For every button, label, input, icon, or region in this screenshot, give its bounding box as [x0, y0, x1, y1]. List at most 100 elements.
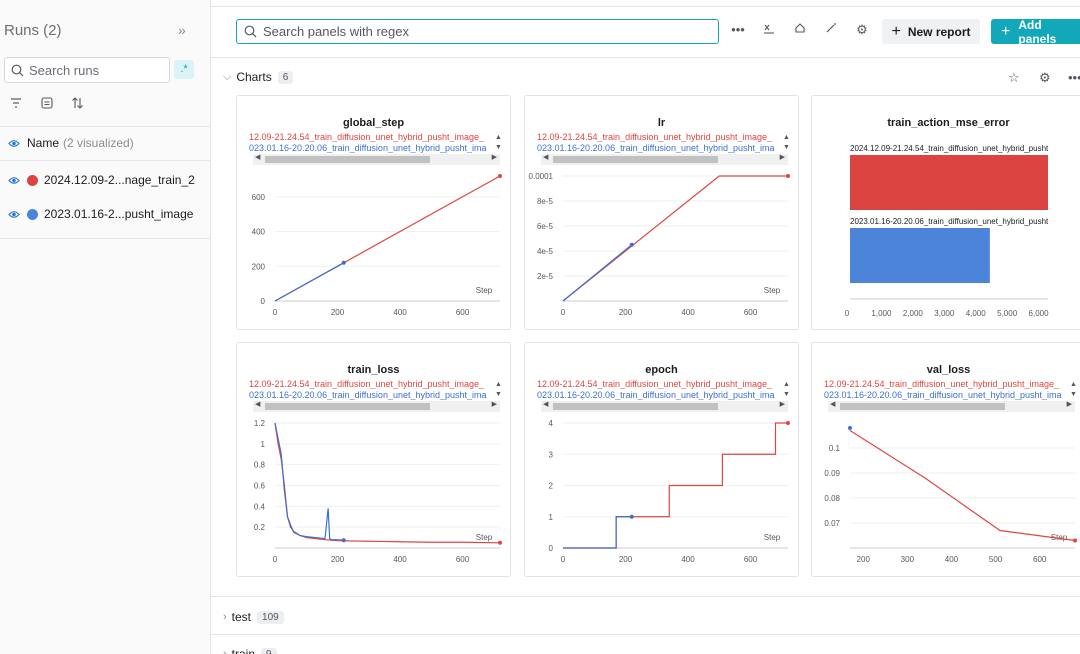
add-panels-button[interactable]: + Add panels: [991, 17, 1080, 46]
x-axis-label: Step: [1051, 533, 1068, 542]
x-tick-label: 0: [561, 555, 566, 564]
x-tick-label: 600: [744, 555, 758, 564]
chart-panel-train-action-mse-error[interactable]: train_action_mse_error 2024.12.09-21.24.5…: [811, 95, 1080, 330]
legend-scrollbar[interactable]: ◀ ▶: [253, 154, 500, 165]
legend-scroll-arrows-icon[interactable]: ▲ ▼: [495, 134, 502, 151]
chart-plot: 2e-5 4e-5 6e-5 8e-5 0.0001 0 200 400 600 Step: [529, 172, 790, 317]
run-color-dot[interactable]: [27, 208, 38, 220]
chevron-right-icon: ›: [223, 611, 227, 623]
y-tick-label: 400: [252, 228, 266, 237]
run-row[interactable]: 2024.12.09-2...nage_train_2: [8, 173, 195, 187]
x-axis-label: Step: [764, 533, 781, 542]
series-end-point[interactable]: [629, 514, 634, 519]
name-column-header[interactable]: Name (2 visualized): [8, 136, 134, 150]
search-icon: [11, 64, 24, 76]
eye-icon[interactable]: [8, 176, 20, 185]
chart-title: val_loss: [926, 364, 971, 376]
y-tick-label: 1.2: [254, 419, 266, 428]
series-line[interactable]: [563, 516, 632, 549]
series-line[interactable]: [562, 175, 788, 302]
chart-panel-epoch[interactable]: epoch 12.09-21.24.54_train_diffusion_unet…: [524, 342, 799, 577]
run-name[interactable]: 2024.12.09-2...nage_train_2: [44, 173, 195, 187]
section-header-train[interactable]: › train 9: [223, 647, 277, 654]
series-line[interactable]: [274, 262, 345, 302]
run-name[interactable]: 2023.01.16-2...pusht_image: [44, 207, 194, 221]
section-name: train: [231, 647, 256, 654]
series-end-point[interactable]: [848, 426, 852, 430]
pin-icon[interactable]: ☆: [1008, 70, 1020, 85]
y-tick-label: 0.2: [254, 523, 266, 532]
series-end-point[interactable]: [786, 174, 790, 178]
chart-plot: 0 1 2 3 4 0 200 400 600 Step: [549, 419, 790, 564]
legend-scroll-arrows-icon[interactable]: ▲ ▼: [783, 134, 790, 151]
series-end-point[interactable]: [498, 174, 502, 178]
bar[interactable]: [850, 228, 990, 283]
chart-panel-lr[interactable]: lr 12.09-21.24.54_train_diffusion_unet_hy…: [524, 95, 799, 330]
y-tick-label: 0: [261, 297, 266, 306]
search-runs-input[interactable]: Search runs: [4, 57, 170, 83]
series-line[interactable]: [274, 422, 501, 544]
bar[interactable]: [850, 155, 1048, 210]
x-tick-label: 200: [331, 555, 345, 564]
regex-toggle-button[interactable]: .*: [174, 60, 194, 79]
sidebar-divider: [0, 238, 211, 239]
filter-button[interactable]: [4, 92, 28, 114]
legend-scrollbar[interactable]: ◀ ▶: [541, 154, 788, 165]
legend-scroll-arrows-icon[interactable]: ▲ ▼: [783, 381, 790, 398]
bar-category-label: 2024.12.09-21.24.54_train_diffusion_unet…: [850, 144, 1049, 153]
new-report-button[interactable]: + New report: [882, 19, 980, 44]
x-tick-label: 0: [273, 308, 278, 317]
run-color-dot[interactable]: [27, 174, 38, 186]
series-line[interactable]: [562, 244, 633, 302]
section-header-charts[interactable]: ⌵ Charts 6: [223, 70, 294, 84]
group-button[interactable]: [35, 92, 59, 114]
y-tick-label: 0.6: [254, 482, 266, 491]
run-row[interactable]: 2023.01.16-2...pusht_image: [8, 207, 193, 221]
section-header-test[interactable]: › test 109: [223, 610, 284, 624]
undo-icon[interactable]: [790, 22, 810, 37]
series-end-point[interactable]: [341, 538, 346, 543]
collapse-sidebar-icon[interactable]: »: [178, 22, 186, 38]
chart-panel-train-loss[interactable]: train_loss 12.09-21.24.54_train_diffusion…: [236, 342, 511, 577]
chevron-right-icon: ›: [223, 648, 227, 654]
series-line[interactable]: [849, 429, 1076, 542]
runs-sidebar: Runs (2) » Search runs .* Name (2 visual…: [0, 0, 211, 654]
legend-entry: 023.01.16-20.20.06_train_diffusion_unet_…: [537, 143, 775, 153]
search-panels-input[interactable]: Search panels with regex: [236, 19, 719, 44]
settings-gear-icon[interactable]: ⚙: [856, 22, 868, 37]
sort-button[interactable]: [65, 92, 89, 114]
more-options-icon[interactable]: •••: [731, 22, 745, 37]
section-count-badge: 6: [277, 70, 294, 84]
section-more-icon[interactable]: •••: [1068, 70, 1080, 85]
series-end-point[interactable]: [341, 260, 346, 265]
chart-panel-val-loss[interactable]: val_loss 12.09-21.24.54_train_diffusion_u…: [811, 342, 1080, 577]
series-end-point[interactable]: [786, 421, 790, 425]
legend-scrollbar[interactable]: ◀ ▶: [253, 401, 500, 412]
legend-entry: 12.09-21.24.54_train_diffusion_unet_hybr…: [249, 379, 485, 389]
x-tick-label: 3,000: [934, 309, 955, 318]
x-tick-label: 5,000: [997, 309, 1018, 318]
legend-scrollbar[interactable]: ◀ ▶: [541, 401, 788, 412]
series-line[interactable]: [274, 422, 344, 541]
magic-wand-icon[interactable]: [821, 22, 841, 37]
eye-icon[interactable]: [8, 210, 20, 219]
add-panels-label: Add panels: [1018, 17, 1057, 46]
series-end-point[interactable]: [1073, 538, 1077, 543]
smoothing-icon[interactable]: [759, 22, 779, 37]
legend-scrollbar[interactable]: ◀ ▶: [828, 401, 1075, 412]
eye-icon[interactable]: [8, 139, 20, 148]
x-tick-label: 0: [273, 555, 278, 564]
x-axis-label: Step: [476, 533, 493, 542]
legend-scroll-arrows-icon[interactable]: ▲ ▼: [495, 381, 502, 398]
y-tick-label: 0.8: [254, 461, 266, 470]
section-divider: [211, 596, 1080, 597]
section-name: Charts: [236, 70, 272, 84]
series-end-point[interactable]: [629, 242, 634, 247]
chart-panel-global-step[interactable]: global_step 12.09-21.24.54_train_diffusio…: [236, 95, 511, 330]
legend-scroll-arrows-icon[interactable]: ▲ ▼: [1070, 381, 1077, 398]
series-end-point[interactable]: [498, 540, 502, 545]
section-settings-gear-icon[interactable]: ⚙: [1039, 70, 1051, 85]
x-tick-label: 400: [393, 308, 407, 317]
x-tick-label: 0: [561, 308, 566, 317]
y-tick-label: 0: [549, 544, 554, 553]
